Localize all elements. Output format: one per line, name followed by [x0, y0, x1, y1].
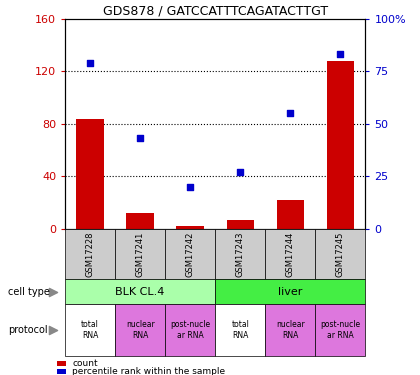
Bar	[215, 279, 365, 304]
Bar	[65, 304, 115, 356]
Bar	[315, 229, 365, 279]
Bar	[76, 118, 104, 229]
Bar	[57, 369, 66, 374]
Bar	[265, 304, 315, 356]
Title: GDS878 / GATCCATTTCAGATACTTGT: GDS878 / GATCCATTTCAGATACTTGT	[102, 4, 328, 18]
Text: percentile rank within the sample: percentile rank within the sample	[72, 367, 225, 375]
Bar	[115, 304, 165, 356]
Point	[50, 289, 57, 295]
Bar	[327, 61, 354, 229]
Bar	[57, 362, 66, 366]
Bar	[126, 213, 154, 229]
Bar	[65, 229, 115, 279]
Bar	[176, 226, 204, 229]
Bar	[115, 229, 165, 279]
Point	[137, 135, 144, 141]
Text: nuclear
RNA: nuclear RNA	[276, 320, 304, 340]
Text: protocol: protocol	[8, 325, 48, 335]
Text: total
RNA: total RNA	[231, 320, 249, 340]
Bar	[215, 304, 265, 356]
Text: post-nucle
ar RNA: post-nucle ar RNA	[170, 320, 210, 340]
Text: GSM17228: GSM17228	[86, 231, 94, 277]
Bar	[315, 304, 365, 356]
Bar	[65, 279, 215, 304]
Text: GSM17243: GSM17243	[236, 231, 245, 277]
Point	[87, 60, 94, 66]
Bar	[265, 229, 315, 279]
Text: GSM17241: GSM17241	[136, 231, 144, 277]
Bar	[226, 220, 254, 229]
Point	[287, 110, 294, 116]
Bar	[165, 304, 215, 356]
Text: GSM17245: GSM17245	[336, 231, 345, 277]
Text: BLK CL.4: BLK CL.4	[116, 286, 165, 297]
Text: nuclear
RNA: nuclear RNA	[126, 320, 155, 340]
Text: GSM17244: GSM17244	[286, 231, 295, 277]
Bar	[215, 229, 265, 279]
Point	[237, 169, 244, 175]
Text: cell type: cell type	[8, 286, 50, 297]
Point	[50, 327, 57, 333]
Text: liver: liver	[278, 286, 302, 297]
Text: post-nucle
ar RNA: post-nucle ar RNA	[320, 320, 360, 340]
Point	[187, 184, 194, 190]
Point	[337, 51, 344, 57]
Bar	[276, 200, 304, 229]
Bar	[165, 229, 215, 279]
Text: GSM17242: GSM17242	[186, 231, 195, 277]
Text: count: count	[72, 360, 98, 369]
Text: total
RNA: total RNA	[81, 320, 99, 340]
